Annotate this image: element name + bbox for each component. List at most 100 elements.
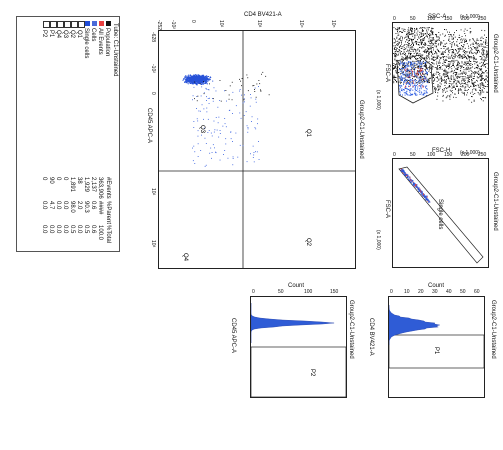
ssc-event-dot — [427, 45, 429, 46]
main-event-dot — [205, 75, 207, 77]
ssc-event-dot — [399, 68, 400, 69]
ssc-event-dot — [419, 47, 420, 48]
ssc-event-dot — [418, 71, 420, 72]
ssc-event-dot — [462, 86, 464, 88]
main-event-dot — [188, 74, 190, 76]
main-event-dot — [211, 157, 212, 159]
main-event-dot — [205, 87, 207, 89]
ssc-event-dot — [461, 57, 463, 59]
main-x-tick-label: 0 — [190, 20, 196, 23]
ssc-event-dot — [449, 89, 451, 91]
ssc-event-dot — [464, 28, 466, 30]
ssc-event-dot — [437, 76, 438, 78]
ssc-event-dot — [438, 88, 439, 90]
ssc-event-dot — [395, 54, 397, 56]
ssc-event-dot — [407, 65, 409, 67]
ssc-event-dot — [416, 49, 418, 51]
ssc-event-dot — [421, 47, 423, 48]
main-event-dot — [200, 77, 201, 79]
ssc-event-dot — [403, 49, 405, 51]
fsch-event-dot — [408, 178, 410, 180]
fsch-y-axis-label: FSC-A — [384, 200, 390, 218]
stats-cell: 0.0 — [55, 201, 61, 210]
ssc-event-dot — [474, 58, 476, 60]
ssc-event-dot — [483, 53, 484, 55]
main-event-dot — [187, 77, 189, 79]
ssc-event-dot — [433, 63, 435, 65]
ssc-event-dot — [444, 71, 446, 73]
ssc-event-dot — [448, 49, 449, 51]
ssc-event-dot — [395, 72, 397, 73]
ssc-event-dot — [408, 57, 410, 59]
main-event-dot — [203, 93, 205, 95]
main-event-dot — [188, 79, 190, 81]
ssc-event-dot — [445, 49, 446, 51]
ssc-event-dot — [404, 89, 405, 91]
ssc-event-dot — [479, 51, 480, 53]
ssc-event-dot — [480, 68, 482, 70]
ssc-event-dot — [469, 52, 471, 54]
ssc-event-dot — [403, 73, 405, 75]
ssc-event-dot — [409, 79, 411, 81]
ssc-event-dot — [436, 53, 438, 55]
ssc-event-dot — [461, 61, 463, 63]
ssc-event-dot — [449, 98, 451, 100]
ssc-event-dot — [406, 32, 408, 34]
ssc-event-dot — [405, 35, 407, 37]
fsch-event-dot — [416, 184, 418, 186]
ssc-event-dot — [432, 31, 433, 33]
ssc-event-dot — [454, 44, 456, 46]
ssc-event-dot — [461, 91, 463, 93]
ssc-event-dot — [400, 82, 402, 83]
ssc-event-dot — [427, 40, 429, 42]
ssc-event-dot — [476, 79, 477, 81]
ssc-event-dot — [458, 51, 459, 53]
tick-label: 50 — [410, 16, 416, 22]
ssc-event-dot — [400, 37, 401, 39]
ssc-event-dot — [424, 62, 426, 64]
ssc-event-dot — [433, 83, 435, 84]
ssc-event-dot — [406, 33, 408, 35]
main-event-dot — [193, 77, 195, 79]
ssc-event-dot — [429, 43, 431, 44]
tick-label: 100 — [304, 289, 313, 295]
main-event-dot — [255, 98, 257, 100]
ssc-event-dot — [411, 27, 413, 29]
ssc-event-dot — [480, 76, 482, 78]
ssc-event-dot — [485, 59, 487, 61]
ssc-event-dot — [460, 67, 462, 69]
ssc-event-dot — [483, 72, 484, 74]
ssc-event-dot — [462, 79, 464, 81]
ssc-event-dot — [393, 82, 395, 84]
main-event-dot — [201, 81, 203, 83]
ssc-event-dot — [440, 48, 442, 49]
main-event-dot — [200, 80, 202, 82]
ssc-event-dot — [465, 89, 466, 91]
ssc-event-dot — [452, 63, 454, 65]
ssc-event-dot — [428, 53, 430, 55]
fsch-events — [400, 168, 431, 203]
ssc-event-dot — [426, 91, 428, 93]
cells-gate — [396, 54, 434, 104]
ssc-event-dot — [410, 73, 412, 75]
ssc-event-dot — [417, 60, 419, 61]
main-event-dot — [225, 143, 227, 145]
ssc-event-dot — [417, 90, 419, 92]
ssc-event-dot — [419, 53, 421, 55]
tick-label: 250 — [478, 152, 487, 158]
ssc-event-dot — [410, 94, 412, 96]
ssc-event-dot — [461, 39, 463, 41]
ssc-event-dot — [483, 62, 485, 63]
ssc-event-dot — [407, 29, 409, 31]
ssc-event-dot — [481, 68, 483, 70]
ssc-event-dot — [434, 43, 436, 45]
main-event-dot — [215, 90, 217, 92]
gate-label: P2 — [41, 30, 47, 38]
ssc-event-dot — [429, 58, 430, 60]
ssc-event-dot — [457, 90, 459, 92]
main-event-dot — [196, 80, 198, 82]
ssc-event-dot — [426, 81, 428, 83]
ssc-event-dot — [449, 56, 451, 58]
ssc-event-dot — [408, 40, 409, 42]
main-event-dot — [210, 77, 212, 78]
